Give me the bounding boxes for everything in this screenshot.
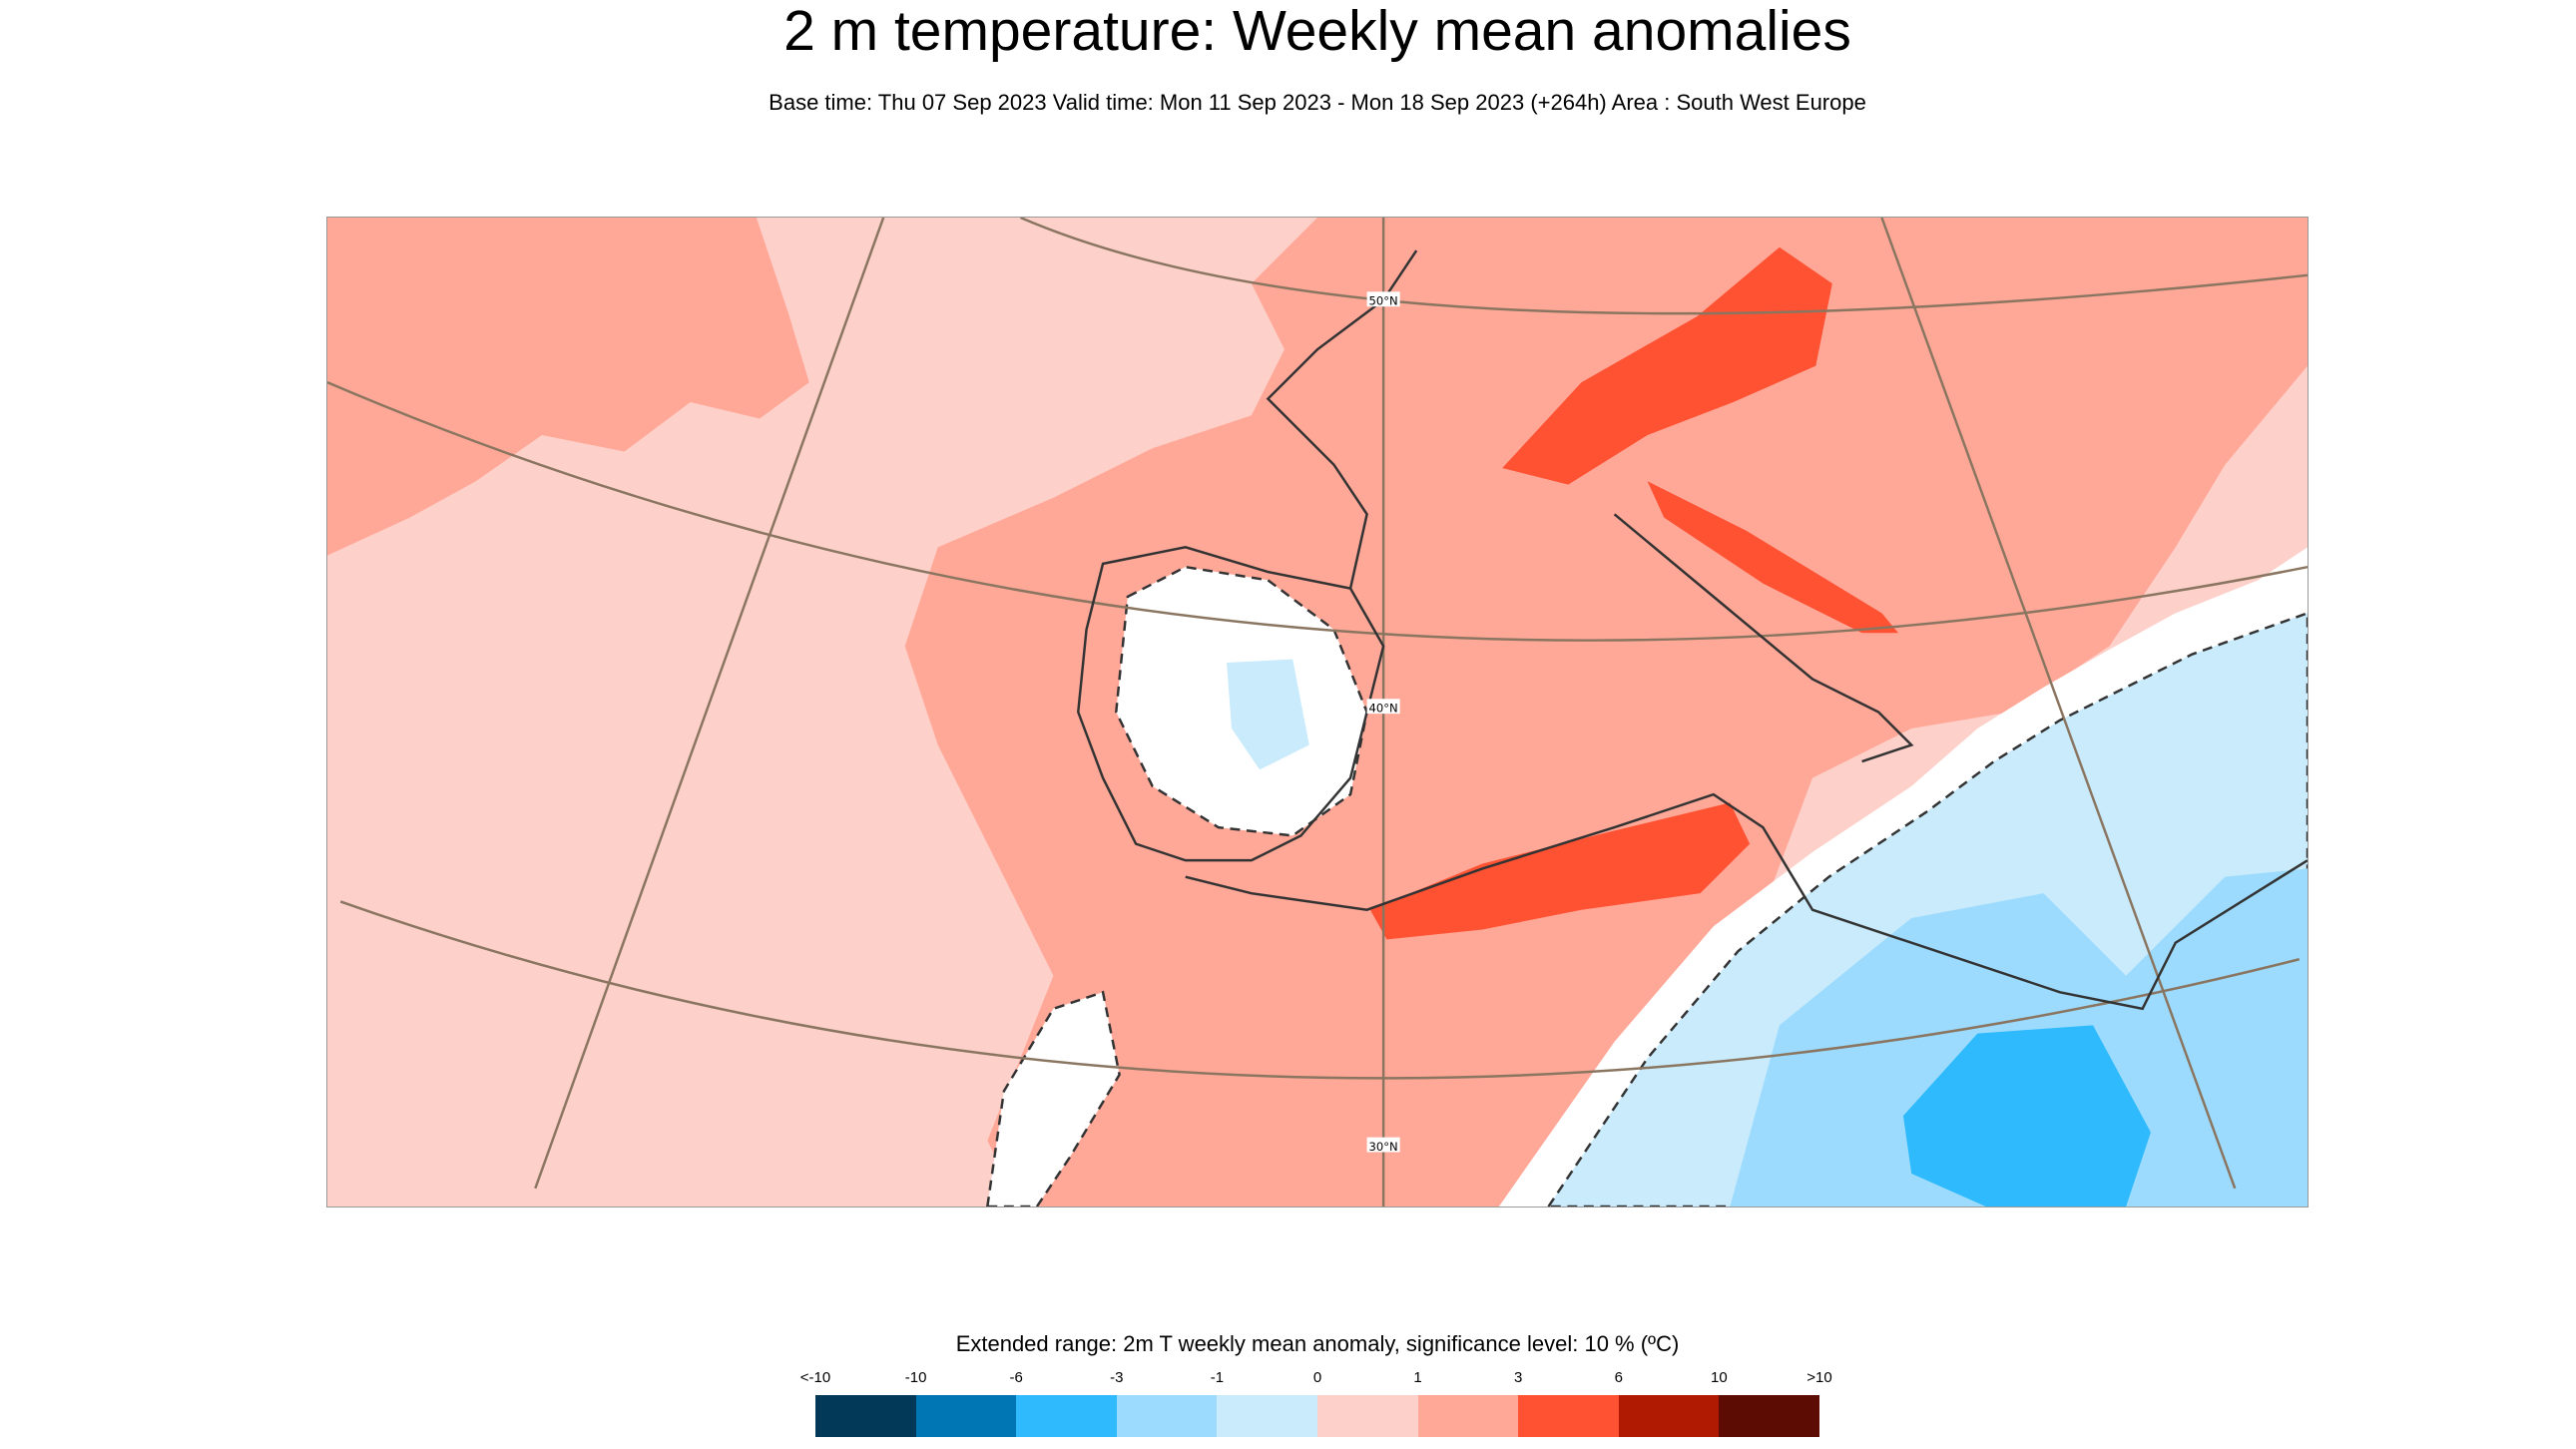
legend-tick-label: 10 <box>1711 1369 1728 1386</box>
legend-swatch <box>1417 1395 1519 1437</box>
legend-swatch <box>1316 1395 1418 1437</box>
legend-ticks: <-10 -10 -6 -3 -1 0 1 3 6 10 >10 <box>800 1369 1832 1389</box>
anomaly-region-3-6-sea <box>1902 1025 2151 1207</box>
anomaly-region-not-significant-morocco <box>986 990 1121 1207</box>
legend-tick-label: 0 <box>1312 1369 1322 1386</box>
north-africa-coast <box>1185 792 2308 1011</box>
legend-tick-label: 3 <box>1514 1369 1523 1386</box>
iberia-coast <box>1077 546 1385 862</box>
legend-swatch <box>1618 1395 1720 1437</box>
chart-title: 2 m temperature: Weekly mean anomalies <box>783 0 1851 63</box>
latitude-label-50n: 50°N <box>1369 294 1398 308</box>
legend-title: Extended range: 2m T weekly mean anomaly… <box>955 1331 1680 1356</box>
legend-swatch <box>1518 1395 1619 1437</box>
meridian-line <box>1880 218 2237 1190</box>
legend-tick-label: 6 <box>1614 1369 1623 1386</box>
legend-swatch <box>915 1395 1017 1437</box>
legend-tick-label: -3 <box>1110 1369 1124 1386</box>
latitude-label-30n: 30°N <box>1369 1140 1398 1154</box>
anomaly-region-1-3-main <box>904 218 2308 1207</box>
latitude-label-40n: 40°N <box>1369 702 1398 716</box>
legend-tick-label: -1 <box>1210 1369 1225 1386</box>
legend-swatch <box>815 1395 916 1437</box>
legend-swatch <box>1116 1395 1218 1437</box>
legend-tick-label: >10 <box>1806 1369 1832 1386</box>
legend-tick-label: -10 <box>904 1369 927 1386</box>
legend-swatch <box>1719 1395 1819 1437</box>
parallel-line <box>1019 218 2308 315</box>
legend-tick-label: <-10 <box>799 1369 831 1386</box>
meridian-line <box>534 218 885 1190</box>
coastlines <box>1077 249 2308 1011</box>
anomaly-region-3-6-alps <box>1502 246 1832 485</box>
parallel-line <box>339 900 2301 1080</box>
legend-colorbar <box>815 1395 1819 1437</box>
latitude-labels: 50°N 40°N 30°N <box>1366 291 1400 1154</box>
chart-subtitle: Base time: Thu 07 Sep 2023 Valid time: M… <box>769 90 1866 115</box>
anomaly-map: 50°N 40°N 30°N <box>326 217 2309 1208</box>
legend-swatch <box>1016 1395 1117 1437</box>
legend-swatch <box>1217 1395 1317 1437</box>
italy-coast <box>1613 513 1914 763</box>
anomaly-region-1-3-northwest <box>327 218 809 556</box>
parallel-line <box>327 381 2308 642</box>
legend-tick-label: 1 <box>1413 1369 1422 1386</box>
anomaly-region-3-6-north-africa <box>1369 802 1751 940</box>
anomaly-region-0-1-iberia <box>1227 659 1309 770</box>
legend-tick-label: -6 <box>1009 1369 1023 1386</box>
anomaly-region-3-6-italy <box>1647 481 1898 634</box>
